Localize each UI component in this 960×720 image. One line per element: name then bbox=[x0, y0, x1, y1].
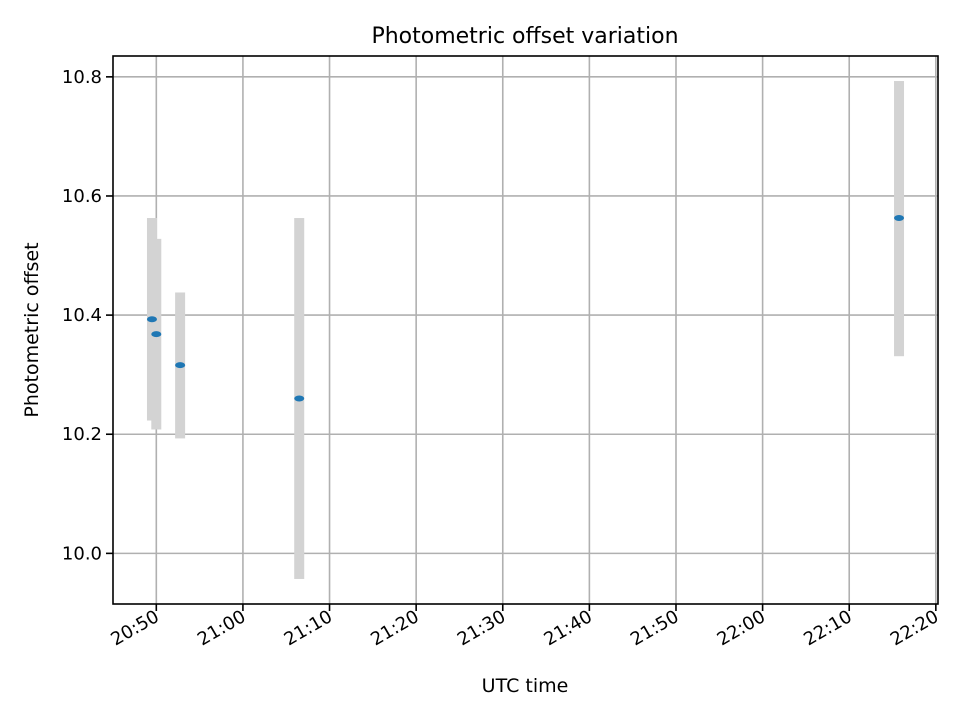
x-tick-label: 20:50 bbox=[107, 606, 162, 650]
data-points bbox=[146, 215, 905, 402]
chart-title: Photometric offset variation bbox=[371, 24, 678, 49]
x-tick-label: 21:50 bbox=[627, 606, 682, 650]
data-point bbox=[151, 331, 162, 338]
x-tick-label: 21:00 bbox=[194, 606, 249, 650]
x-tick-label: 22:20 bbox=[887, 606, 942, 650]
y-tick-label: 10.6 bbox=[62, 186, 102, 207]
x-tick-label: 21:20 bbox=[367, 606, 422, 650]
y-tick-label: 10.2 bbox=[62, 424, 102, 445]
data-point bbox=[175, 362, 186, 369]
x-axis-label: UTC time bbox=[482, 675, 569, 697]
error-bars bbox=[146, 81, 905, 579]
x-tick-label: 22:00 bbox=[714, 606, 769, 650]
data-point bbox=[894, 215, 905, 222]
y-tick-label: 10.8 bbox=[62, 67, 102, 88]
data-point bbox=[294, 395, 305, 402]
x-axis: 20:50 21:00 21:10 21:20 21:30 21:40 21:50 22:00… bbox=[107, 604, 942, 650]
x-tick-label: 22:10 bbox=[800, 606, 855, 650]
x-tick-label: 21:40 bbox=[540, 606, 595, 650]
x-tick-label: 21:30 bbox=[454, 606, 509, 650]
y-tick-label: 10.0 bbox=[62, 543, 102, 564]
y-axis: 10.0 10.2 10.4 10.6 10.8 bbox=[62, 67, 113, 564]
x-tick-label: 21:10 bbox=[281, 606, 336, 650]
y-axis-label: Photometric offset bbox=[21, 242, 43, 417]
grid bbox=[113, 56, 938, 604]
plot-frame bbox=[112, 55, 939, 605]
data-point bbox=[146, 316, 157, 323]
y-tick-label: 10.4 bbox=[62, 305, 102, 326]
